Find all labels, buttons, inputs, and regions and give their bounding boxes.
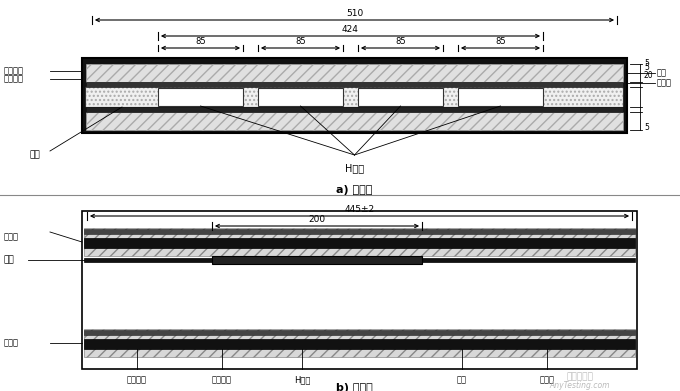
Text: 次级线圈: 次级线圈: [4, 75, 24, 84]
Text: 5: 5: [644, 63, 649, 72]
Bar: [258, 88, 343, 106]
Bar: [84, 229, 635, 234]
Text: 85: 85: [295, 37, 306, 46]
Text: b) 纵截面: b) 纵截面: [336, 383, 373, 391]
Bar: [86, 64, 623, 82]
Text: 次级线圈: 次级线圈: [212, 375, 232, 384]
Bar: [84, 258, 635, 262]
Bar: [86, 112, 623, 130]
Text: 试样: 试样: [30, 151, 40, 160]
Text: H线圈: H线圈: [345, 163, 364, 173]
Text: 20: 20: [644, 72, 653, 81]
Text: 510: 510: [346, 9, 363, 18]
Bar: [84, 238, 635, 248]
Text: 200: 200: [309, 215, 326, 224]
Bar: [86, 87, 623, 107]
Bar: [84, 339, 635, 349]
Text: 初级线圈: 初级线圈: [4, 66, 24, 75]
Bar: [86, 107, 623, 112]
Bar: [458, 88, 543, 106]
Text: H线圈: H线圈: [294, 375, 310, 384]
Bar: [84, 228, 635, 256]
Bar: [84, 330, 635, 335]
Text: 5: 5: [644, 59, 649, 68]
Bar: [84, 329, 635, 357]
Text: 初级线圈: 初级线圈: [127, 375, 147, 384]
Bar: [158, 88, 243, 106]
Text: 85: 85: [195, 37, 206, 46]
Text: 骨架: 骨架: [657, 68, 667, 77]
Text: 支撑板: 支撑板: [539, 375, 554, 384]
Bar: [86, 82, 623, 87]
Text: 骨架: 骨架: [457, 375, 467, 384]
Text: 上磁轭: 上磁轭: [4, 232, 19, 241]
Text: 85: 85: [395, 37, 406, 46]
Text: 5: 5: [644, 124, 649, 133]
Text: 85: 85: [495, 37, 506, 46]
Bar: [82, 211, 637, 369]
Bar: [358, 88, 443, 106]
Text: 445±2: 445±2: [345, 205, 375, 214]
Text: 试样: 试样: [4, 255, 15, 264]
Text: 424: 424: [342, 25, 359, 34]
Text: a) 横截面: a) 横截面: [337, 185, 373, 195]
Bar: [212, 256, 422, 264]
Text: 嘉峪检测网: 嘉峪检测网: [566, 373, 594, 382]
Text: 下磁轭: 下磁轭: [4, 339, 19, 348]
Text: 支撑板: 支撑板: [657, 79, 672, 88]
Text: AnyTesting.com: AnyTesting.com: [549, 382, 610, 391]
Bar: [82, 58, 627, 133]
